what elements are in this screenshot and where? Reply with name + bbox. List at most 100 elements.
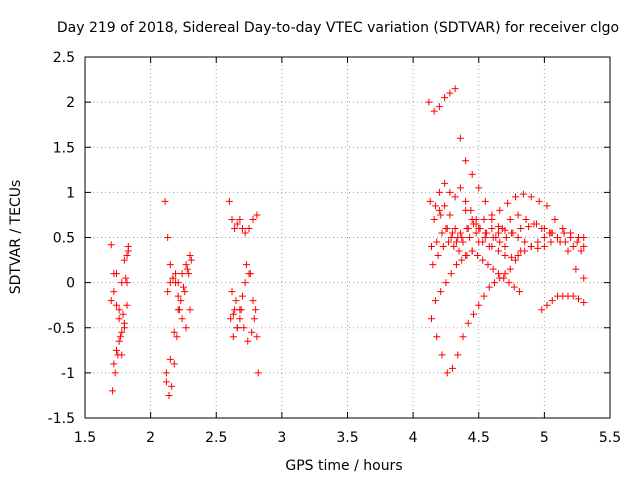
data-point [494, 223, 502, 231]
data-point [431, 297, 439, 305]
data-point [249, 215, 257, 223]
data-point [239, 292, 246, 300]
series-track-3c [227, 297, 260, 345]
data-point [245, 270, 253, 278]
data-point [177, 297, 185, 305]
y-tick-label: 1 [66, 185, 75, 201]
data-point [479, 256, 487, 264]
data-points [107, 85, 588, 399]
y-axis: -1.5 -1 -0.5 0 0.5 1 1.5 2 2.5 [48, 50, 610, 427]
data-point [110, 360, 118, 368]
y-tick-label: 2 [66, 95, 75, 111]
data-point [182, 324, 190, 332]
x-tick-label: 2.5 [205, 430, 227, 446]
data-point [229, 333, 237, 341]
data-point [512, 256, 519, 264]
data-point [451, 224, 459, 232]
data-point [580, 234, 588, 241]
data-point [430, 215, 438, 223]
data-point [525, 223, 533, 231]
data-point [548, 297, 556, 305]
data-point [534, 238, 542, 246]
data-point [115, 315, 123, 323]
data-point [551, 215, 559, 223]
data-point [452, 261, 460, 269]
y-tick-label: 0 [66, 276, 75, 292]
series-track-4h [538, 292, 588, 314]
data-point [179, 283, 187, 291]
data-point [249, 297, 257, 305]
data-point [580, 243, 588, 251]
data-point [481, 197, 489, 205]
data-point [120, 319, 128, 327]
data-point [500, 274, 508, 282]
data-point [475, 238, 483, 246]
data-point [231, 224, 239, 232]
data-point [514, 234, 522, 241]
data-point [433, 238, 441, 246]
data-point [164, 288, 172, 296]
data-point [464, 319, 472, 327]
data-point [433, 333, 441, 341]
y-tick-label: 2.5 [53, 50, 75, 66]
data-point [437, 288, 445, 296]
data-point [111, 369, 119, 377]
series-track-2a [162, 256, 195, 399]
data-point [575, 295, 582, 303]
data-point [489, 234, 497, 241]
data-point [446, 188, 454, 196]
data-point [468, 170, 476, 178]
data-point [567, 234, 575, 241]
data-point [462, 157, 470, 165]
y-tick-label: -0.5 [48, 321, 75, 337]
data-point [543, 202, 551, 210]
data-point [174, 306, 182, 314]
data-point [496, 238, 504, 246]
data-point [452, 238, 460, 246]
data-point [462, 197, 470, 205]
data-point [475, 184, 483, 192]
data-point [501, 243, 509, 251]
data-point [446, 211, 454, 219]
data-point [123, 301, 131, 309]
data-point [519, 190, 527, 198]
data-point [454, 351, 462, 359]
data-point [236, 215, 244, 223]
data-point [428, 243, 435, 251]
data-point [428, 315, 435, 323]
series-track-1d [110, 252, 131, 368]
data-point [187, 256, 195, 264]
data-point [166, 261, 174, 269]
data-point [459, 238, 467, 246]
data-point [521, 247, 529, 255]
data-point [543, 301, 551, 309]
data-point [472, 215, 480, 223]
data-point [450, 243, 458, 251]
data-point [182, 261, 190, 269]
data-point [237, 306, 245, 314]
data-point [118, 279, 126, 287]
data-point [113, 346, 120, 354]
data-point [449, 364, 456, 372]
data-point [242, 261, 250, 269]
data-point [228, 215, 236, 223]
data-point [535, 197, 543, 205]
data-point [438, 229, 446, 237]
data-point [115, 337, 123, 345]
data-point [506, 215, 514, 223]
data-point [437, 211, 445, 219]
data-point [556, 238, 564, 246]
data-point [564, 247, 572, 255]
data-point [514, 211, 522, 219]
data-point [463, 224, 471, 232]
data-point [109, 387, 117, 395]
data-point [227, 315, 235, 323]
data-point [514, 252, 522, 260]
data-point [468, 247, 476, 255]
data-point [162, 378, 170, 386]
data-point [540, 243, 548, 251]
data-point [522, 215, 530, 223]
data-point [233, 220, 241, 228]
data-point [454, 234, 462, 241]
series-track-4a [425, 85, 509, 251]
